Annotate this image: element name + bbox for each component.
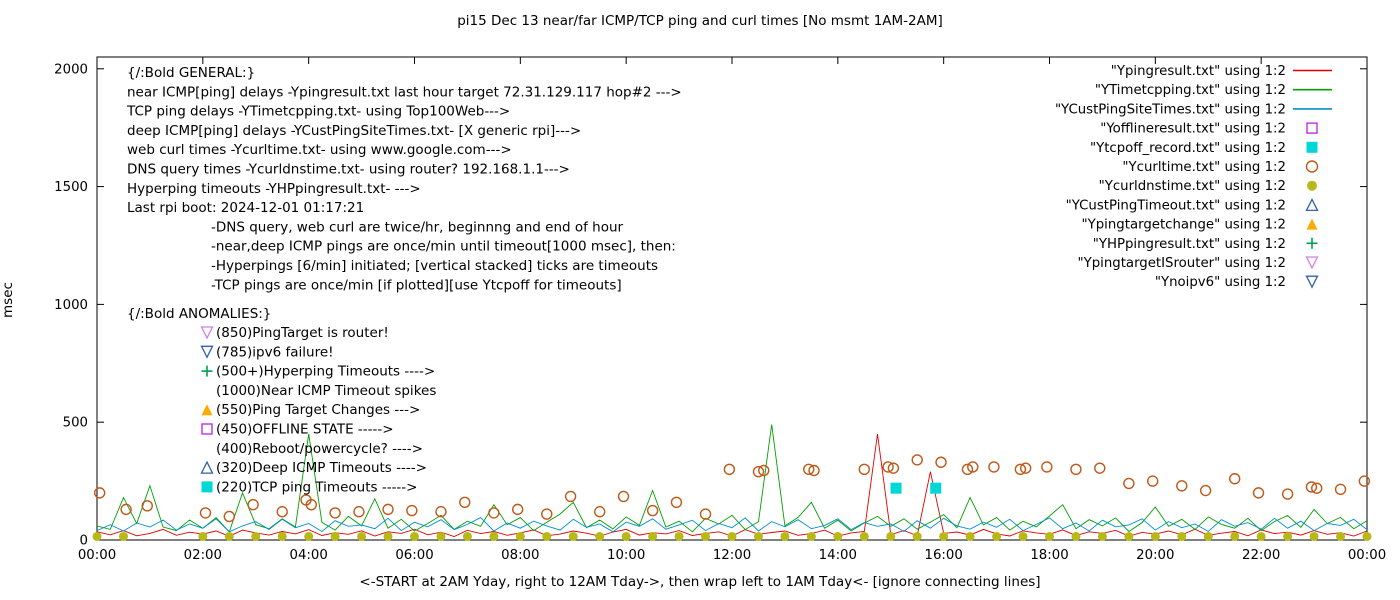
legend-item: "Ypingresult.txt" using 1:2 [1111, 64, 1332, 79]
annotation-anomalies: {/:Bold ANOMALIES:} (850)PingTarget is ro… [127, 306, 436, 495]
annotation-line: -DNS query, web curl are twice/hr, begin… [211, 219, 624, 235]
legend-item: "YTimetcpping.txt" using 1:2 [1095, 83, 1332, 98]
legend-item: "Yofflineresult.txt" using 1:2 [1100, 122, 1318, 137]
svg-text:"Ycurldnstime.txt" using 1:2: "Ycurldnstime.txt" using 1:2 [1099, 179, 1286, 194]
anomaly-item: (320)Deep ICMP Timeouts ----> [200, 460, 427, 476]
annotation-line: Hyperping timeouts -YHPpingresult.txt- -… [127, 181, 421, 197]
anomaly-item: (550)Ping Target Changes ---> [201, 402, 420, 418]
series-Ycurltime.txt [93, 454, 1371, 523]
svg-text:"Ynoipv6" using 1:2: "Ynoipv6" using 1:2 [1155, 275, 1286, 290]
svg-text:(550)Ping Target Changes --->: (550)Ping Target Changes ---> [216, 402, 420, 418]
series-YTimetcpping.txt [96, 424, 1368, 533]
svg-text:10:00: 10:00 [607, 548, 645, 563]
svg-text:(500+)Hyperping Timeouts ---->: (500+)Hyperping Timeouts ----> [216, 364, 435, 380]
svg-text:0: 0 [80, 534, 88, 549]
svg-text:(1000)Near ICMP Timeout spikes: (1000)Near ICMP Timeout spikes [216, 383, 436, 399]
anomaly-item: (400)Reboot/powercycle? ----> [216, 441, 423, 457]
svg-text:02:00: 02:00 [184, 548, 222, 563]
svg-text:"YpingtargetISrouter" using 1:: "YpingtargetISrouter" using 1:2 [1077, 256, 1286, 271]
annotation-line: deep ICMP[ping] delays -YCustPingSiteTim… [127, 123, 581, 139]
anomaly-item: (220)TCP ping Timeouts -----> [201, 479, 418, 495]
annotation-line: Last rpi boot: 2024-12-01 01:17:21 [127, 200, 364, 216]
svg-text:12:00: 12:00 [713, 548, 751, 563]
legend: "Ypingresult.txt" using 1:2 "YTimetcpping… [1055, 64, 1332, 290]
svg-text:18:00: 18:00 [1030, 548, 1068, 563]
series-YCustPingSiteTimes.txt [96, 517, 1368, 533]
svg-text:"Ytcpoff_record.txt" using 1:2: "Ytcpoff_record.txt" using 1:2 [1090, 141, 1286, 156]
svg-text:500: 500 [63, 416, 88, 431]
annotation-general: {/:Bold GENERAL:} near ICMP[ping] delays … [126, 65, 682, 293]
svg-text:1500: 1500 [54, 180, 88, 195]
annotation-line: -near,deep ICMP pings are once/min until… [211, 239, 676, 255]
annotation-line: -Hyperpings [6/min] initiated; [vertical… [211, 258, 658, 274]
svg-text:"YCustPingSiteTimes.txt" using: "YCustPingSiteTimes.txt" using 1:2 [1055, 102, 1286, 117]
anomaly-item: (785)ipv6 failure! [200, 344, 334, 360]
legend-item: "YpingtargetISrouter" using 1:2 [1077, 256, 1319, 271]
svg-text:(220)TCP ping Timeouts ----->: (220)TCP ping Timeouts -----> [216, 479, 418, 495]
annotation-line: TCP ping delays -YTimetcpping.txt- using… [126, 104, 510, 120]
svg-text:06:00: 06:00 [395, 548, 433, 563]
svg-text:"Yofflineresult.txt" using 1:2: "Yofflineresult.txt" using 1:2 [1100, 122, 1286, 137]
svg-text:(785)ipv6 failure!: (785)ipv6 failure! [216, 344, 334, 360]
legend-item: "Ycurltime.txt" using 1:2 [1122, 160, 1319, 175]
svg-text:20:00: 20:00 [1136, 548, 1174, 563]
svg-text:2000: 2000 [54, 62, 88, 77]
svg-text:16:00: 16:00 [925, 548, 963, 563]
svg-text:(320)Deep ICMP Timeouts ---->: (320)Deep ICMP Timeouts ----> [216, 460, 427, 476]
chart-title: pi15 Dec 13 near/far ICMP/TCP ping and c… [457, 13, 943, 29]
legend-item: "YCustPingTimeout.txt" using 1:2 [1066, 197, 1319, 213]
svg-text:"Ycurltime.txt" using 1:2: "Ycurltime.txt" using 1:2 [1122, 160, 1286, 175]
anomalies-header: {/:Bold ANOMALIES:} [127, 306, 271, 322]
annotation-line: -TCP pings are once/min [if plotted][use… [211, 277, 622, 293]
legend-item: "Ynoipv6" using 1:2 [1155, 275, 1319, 290]
legend-item: "YHPpingresult.txt" using 1:2 [1093, 237, 1318, 252]
anomaly-item: (1000)Near ICMP Timeout spikes [216, 383, 436, 399]
svg-text:08:00: 08:00 [501, 548, 539, 563]
svg-text:"YCustPingTimeout.txt" using 1: "YCustPingTimeout.txt" using 1:2 [1066, 198, 1286, 213]
legend-item: "Ycurldnstime.txt" using 1:2 [1099, 179, 1317, 194]
svg-text:14:00: 14:00 [819, 548, 857, 563]
svg-text:22:00: 22:00 [1242, 548, 1280, 563]
anomaly-item: (850)PingTarget is router! [200, 325, 389, 341]
svg-text:"YHPpingresult.txt" using 1:2: "YHPpingresult.txt" using 1:2 [1093, 237, 1286, 252]
annotation-line: near ICMP[ping] delays -Ypingresult.txt … [127, 84, 682, 100]
series-Ytcpoff_record.txt [890, 482, 942, 494]
svg-text:"YTimetcpping.txt" using 1:2: "YTimetcpping.txt" using 1:2 [1095, 83, 1286, 98]
svg-text:00:00: 00:00 [78, 548, 116, 563]
anomaly-item: (500+)Hyperping Timeouts ----> [201, 364, 435, 380]
annotation-line: web curl times -Ycurltime.txt- using www… [127, 142, 512, 158]
series-Ycurldnstime.txt [92, 531, 1372, 541]
svg-text:04:00: 04:00 [290, 548, 328, 563]
annotation-line: DNS query times -Ycurldnstime.txt- using… [127, 162, 570, 178]
legend-item: "Ypingtargetchange" using 1:2 [1082, 218, 1318, 233]
annotation-line: {/:Bold GENERAL:} [127, 65, 255, 81]
svg-text:(850)PingTarget is router!: (850)PingTarget is router! [216, 325, 389, 341]
legend-item: "YCustPingSiteTimes.txt" using 1:2 [1055, 102, 1332, 117]
svg-text:00:00: 00:00 [1348, 548, 1386, 563]
svg-text:"Ypingtargetchange" using 1:2: "Ypingtargetchange" using 1:2 [1082, 218, 1287, 233]
svg-text:(450)OFFLINE STATE ----->: (450)OFFLINE STATE -----> [216, 422, 394, 438]
x-axis-label: <-START at 2AM Yday, right to 12AM Tday-… [359, 574, 1041, 590]
svg-text:(400)Reboot/powercycle? ---->: (400)Reboot/powercycle? ----> [216, 441, 423, 457]
legend-item: "Ytcpoff_record.txt" using 1:2 [1090, 141, 1318, 156]
anomaly-item: (450)OFFLINE STATE -----> [201, 422, 394, 438]
svg-text:"Ypingresult.txt" using 1:2: "Ypingresult.txt" using 1:2 [1111, 64, 1286, 79]
svg-text:1000: 1000 [54, 298, 88, 313]
